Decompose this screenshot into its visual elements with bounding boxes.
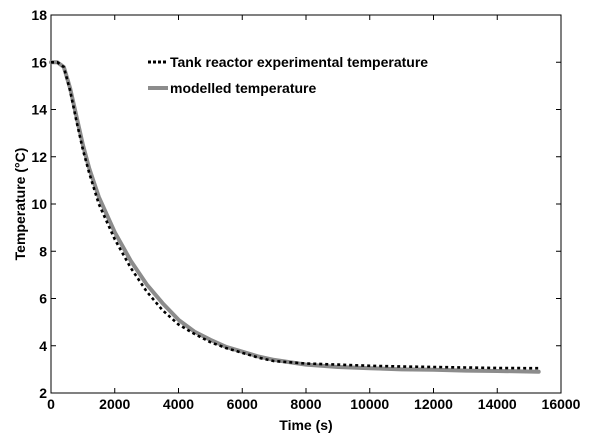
x-tick-label: 10000 [350, 396, 389, 412]
y-tick-label: 10 [31, 196, 47, 212]
y-tick-label: 8 [39, 243, 47, 259]
series-experimental-line [51, 60, 539, 370]
legend-label: Tank reactor experimental temperature [170, 54, 428, 70]
y-tick-label: 14 [31, 102, 47, 118]
x-tick-label: 2000 [99, 396, 130, 412]
x-tick-label: 4000 [163, 396, 194, 412]
x-axis-ticks: 0 2000 4000 6000 8000 10000 12000 14000 16000 [47, 15, 581, 412]
y-axis-title: Temperature (°C) [12, 148, 28, 261]
x-tick-label: 0 [47, 396, 55, 412]
x-tick-label: 12000 [414, 396, 453, 412]
y-tick-label: 4 [39, 338, 47, 354]
x-tick-label: 6000 [227, 396, 258, 412]
legend-box [143, 47, 463, 105]
y-tick-label: 18 [31, 7, 47, 23]
x-tick-label: 14000 [478, 396, 517, 412]
x-tick-label: 16000 [542, 396, 581, 412]
y-tick-label: 16 [31, 54, 47, 70]
y-tick-label: 6 [39, 291, 47, 307]
series-modelled-line [49, 60, 541, 374]
y-axis-ticks: 2 4 6 8 10 12 14 16 18 [31, 7, 561, 401]
x-axis-title: Time (s) [279, 417, 332, 433]
y-tick-label: 2 [39, 385, 47, 401]
legend-label: modelled temperature [170, 80, 316, 96]
legend: Tank reactor experimental temperature mod… [143, 47, 463, 105]
series-layer [49, 60, 541, 374]
x-tick-label: 8000 [290, 396, 321, 412]
y-tick-label: 12 [31, 149, 47, 165]
